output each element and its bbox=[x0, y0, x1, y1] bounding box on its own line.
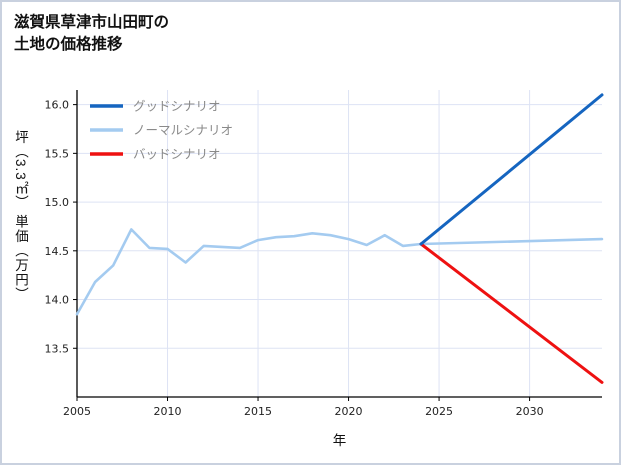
x-tick-label: 2020 bbox=[335, 405, 363, 418]
legend-label-0: グッドシナリオ bbox=[133, 100, 221, 114]
y-tick-label: 13.5 bbox=[45, 342, 70, 355]
series-line-0 bbox=[419, 93, 604, 246]
x-tick-label: 2010 bbox=[154, 405, 182, 418]
x-tick-label: 2005 bbox=[63, 405, 91, 418]
page-title-line1: 滋賀県草津市山田町の bbox=[14, 14, 170, 31]
x-tick-label: 2015 bbox=[244, 405, 272, 418]
y-tick-label: 14.5 bbox=[45, 245, 70, 258]
y-tick-label: 15.5 bbox=[45, 147, 70, 160]
legend-label-1: ノーマルシナリオ bbox=[133, 124, 233, 138]
y-tick-label: 14.0 bbox=[45, 294, 70, 307]
x-axis-label: 年 bbox=[333, 433, 347, 448]
y-axis-label: 坪（3.3㎡） 単価（万円） bbox=[13, 130, 28, 302]
series-line-2 bbox=[419, 242, 604, 384]
y-tick-label: 15.0 bbox=[45, 196, 70, 209]
series-line-1 bbox=[75, 228, 604, 316]
plot-area: 2005 2010 2015 2020 2025 2030 13.5 14.0 14.5 15.0… bbox=[45, 90, 604, 448]
y-tick-label: 16.0 bbox=[45, 99, 70, 112]
x-tick-label: 2025 bbox=[425, 405, 453, 418]
x-tick-label: 2030 bbox=[516, 405, 544, 418]
page-title: 滋賀県草津市山田町の 土地の価格推移 bbox=[14, 12, 169, 57]
legend-label-2: バッドシナリオ bbox=[133, 148, 221, 162]
page-title-line2: 土地の価格推移 bbox=[14, 36, 123, 54]
